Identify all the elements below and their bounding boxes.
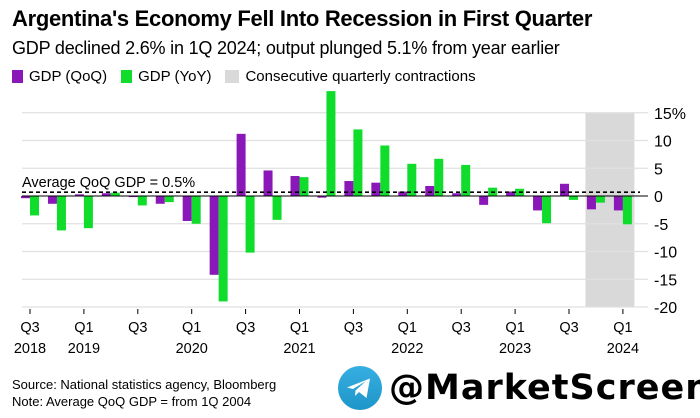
y-tick-label: -5 (654, 217, 668, 234)
bar-yoy (569, 196, 578, 200)
bar-qoq (479, 196, 489, 205)
bar-qoq (74, 194, 84, 196)
bar-yoy (326, 91, 336, 196)
bar-qoq (371, 182, 381, 196)
bar-yoy (164, 196, 174, 203)
x-tick-label: Q1 (290, 320, 309, 336)
bar-yoy (595, 196, 605, 203)
x-tick-year: 2018 (14, 341, 46, 357)
legend-swatch-qoq (12, 70, 23, 83)
y-tick-label: -20 (654, 300, 677, 317)
bar-qoq (586, 196, 596, 210)
y-tick-label: -10 (654, 245, 677, 262)
bar-yoy (622, 196, 632, 225)
bar-yoy (353, 129, 363, 196)
x-tick-year: 2021 (283, 341, 315, 357)
legend-label: GDP (YoY) (138, 68, 212, 85)
bar-qoq (452, 193, 462, 196)
chart-title: Argentina's Economy Fell Into Recession … (12, 6, 593, 31)
x-tick-year: 2019 (68, 341, 100, 357)
bar-yoy (218, 196, 228, 302)
bar-qoq (613, 196, 623, 211)
bar-qoq (47, 196, 57, 204)
bar-qoq (182, 196, 192, 221)
bar-yoy (542, 196, 552, 224)
bar-yoy (380, 145, 390, 196)
legend-item-shaded: Consecutive quarterly contractions (225, 68, 476, 85)
legend-label: Consecutive quarterly contractions (245, 68, 476, 85)
legend-label: GDP (QoQ) (29, 68, 108, 85)
bar-yoy (245, 196, 255, 253)
average-line-label: Average QoQ GDP = 0.5% (22, 175, 195, 191)
watermark: @MarketScreen (337, 365, 700, 411)
bar-qoq (290, 176, 300, 196)
legend-item-qoq: GDP (QoQ) (12, 68, 107, 85)
bar-qoq (425, 186, 435, 196)
x-tick-label: Q1 (613, 320, 632, 336)
x-tick-label: Q1 (505, 320, 524, 336)
note-text: Note: Average QoQ GDP = from 1Q 2004 (12, 394, 252, 409)
bar-qoq (317, 196, 327, 198)
x-tick-label: Q1 (398, 320, 417, 336)
chart-subtitle: GDP declined 2.6% in 1Q 2024; output plu… (12, 38, 560, 58)
bar-qoq (344, 181, 354, 196)
telegram-icon (338, 366, 382, 410)
x-tick-label: Q3 (20, 320, 39, 336)
x-tick-year: 2022 (391, 341, 423, 357)
legend-swatch-yoy (121, 70, 133, 83)
x-tick-year: 2024 (607, 341, 639, 357)
bar-yoy (461, 164, 471, 196)
bar-qoq (128, 196, 138, 198)
watermark-text: @MarketScreen (389, 368, 700, 408)
x-tick-label: Q1 (74, 320, 93, 336)
bar-qoq (398, 191, 408, 196)
bar-yoy (191, 196, 201, 224)
bar-qoq (506, 191, 516, 196)
bar-qoq (533, 196, 543, 211)
source-text: Source: National statistics agency, Bloo… (12, 377, 277, 392)
bar-yoy (83, 196, 93, 229)
bar-qoq (21, 196, 30, 199)
x-tick-label: Q3 (236, 320, 255, 336)
bar-yoy (30, 196, 39, 216)
y-tick-label: 5 (654, 161, 663, 178)
y-tick-label: 0 (654, 189, 663, 206)
x-tick-label: Q3 (344, 320, 363, 336)
x-tick-year: 2023 (499, 341, 531, 357)
x-tick-label: Q3 (452, 320, 471, 336)
legend: GDP (QoQ) GDP (YoY) Consecutive quarterl… (12, 68, 476, 85)
x-tick-label: Q1 (182, 320, 201, 336)
legend-swatch-shaded (225, 70, 240, 83)
bar-qoq (101, 193, 111, 196)
y-tick-label: -15 (654, 272, 677, 289)
y-tick-label: 15% (654, 106, 686, 123)
bar-yoy (110, 192, 120, 196)
bar-qoq (209, 196, 219, 275)
bar-yoy (407, 163, 417, 196)
bar-qoq (155, 196, 165, 204)
bar-yoy (137, 196, 147, 206)
bar-qoq (236, 133, 246, 196)
bar-yoy (299, 177, 309, 196)
bar-yoy (272, 196, 282, 220)
x-tick-year: 2020 (176, 341, 208, 357)
bar-qoq (263, 170, 273, 196)
bar-yoy (434, 158, 444, 196)
x-tick-label: Q3 (559, 320, 578, 336)
legend-item-yoy: GDP (YoY) (121, 68, 211, 85)
x-tick-label: Q3 (128, 320, 147, 336)
bar-qoq (560, 183, 569, 196)
bar-yoy (56, 196, 66, 231)
y-tick-label: 10 (654, 134, 672, 151)
footer: Source: National statistics agency, Bloo… (12, 376, 276, 410)
